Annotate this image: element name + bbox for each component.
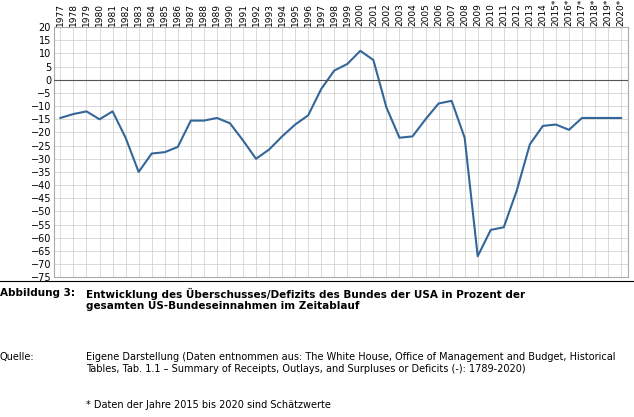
Text: Quelle:: Quelle: bbox=[0, 352, 35, 362]
Text: Abbildung 3:: Abbildung 3: bbox=[0, 288, 75, 298]
Text: Eigene Darstellung (Daten entnommen aus: The White House, Office of Management a: Eigene Darstellung (Daten entnommen aus:… bbox=[86, 352, 615, 374]
Text: Entwicklung des Überschusses/Defizits des Bundes der USA in Prozent der
gesamten: Entwicklung des Überschusses/Defizits de… bbox=[86, 288, 525, 311]
Text: * Daten der Jahre 2015 bis 2020 sind Schätzwerte: * Daten der Jahre 2015 bis 2020 sind Sch… bbox=[86, 400, 330, 410]
